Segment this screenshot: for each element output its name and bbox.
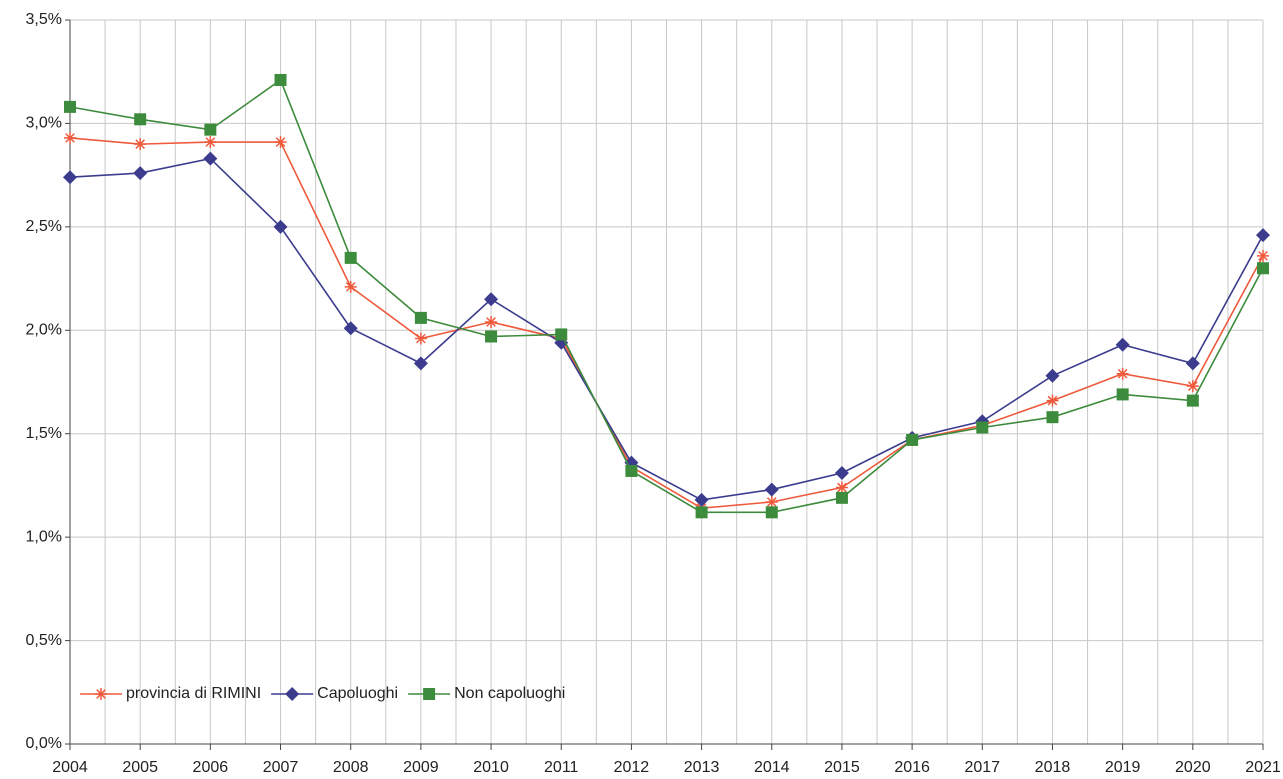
marker (1257, 262, 1269, 275)
marker (1116, 388, 1129, 401)
marker (63, 170, 77, 185)
x-tick-label: 2006 (193, 759, 229, 776)
marker (413, 356, 428, 371)
x-tick-label: 2007 (263, 759, 299, 776)
x-tick-label: 2012 (614, 759, 650, 776)
x-tick-label: 2008 (333, 759, 369, 776)
marker (344, 280, 357, 293)
y-tick-label: 2,0% (26, 322, 62, 339)
marker (1186, 394, 1199, 407)
marker (134, 113, 147, 126)
marker (134, 138, 147, 151)
marker (906, 433, 919, 446)
marker (1115, 337, 1130, 352)
series-line (69, 157, 1264, 501)
x-tick-label: 2021 (1245, 759, 1281, 776)
marker (274, 73, 287, 86)
x-tick-label: 2013 (684, 759, 720, 776)
marker (414, 332, 427, 345)
marker (1045, 368, 1060, 383)
marker (1185, 356, 1200, 371)
marker (765, 506, 778, 519)
y-tick-label: 3,5% (26, 11, 62, 28)
marker (484, 292, 499, 307)
marker (285, 687, 300, 701)
series-line (69, 137, 1264, 510)
series-line (69, 78, 1264, 514)
marker (64, 100, 76, 113)
marker (273, 219, 288, 234)
marker (485, 330, 498, 343)
x-tick-label: 2017 (964, 759, 1000, 776)
marker (1257, 249, 1269, 262)
marker (1256, 228, 1270, 243)
legend-label: Capoluoghi (317, 685, 398, 702)
marker (695, 506, 708, 519)
x-tick-label: 2016 (894, 759, 930, 776)
marker (64, 131, 76, 144)
y-tick-label: 1,5% (26, 425, 62, 442)
marker (765, 495, 778, 508)
legend-label: Non capoluoghi (454, 685, 565, 702)
marker (835, 481, 848, 494)
y-tick-label: 3,0% (26, 115, 62, 132)
marker (204, 123, 217, 136)
marker (1186, 380, 1199, 393)
x-tick-label: 2004 (52, 759, 88, 776)
marker (1046, 394, 1059, 407)
marker (694, 492, 709, 507)
marker (485, 316, 498, 329)
marker (133, 166, 148, 181)
x-tick-label: 2010 (473, 759, 509, 776)
marker (414, 311, 427, 324)
marker (555, 328, 568, 341)
marker (344, 251, 357, 264)
marker (625, 464, 638, 477)
x-tick-label: 2011 (544, 759, 579, 776)
x-tick-label: 2005 (122, 759, 158, 776)
legend-label: provincia di RIMINI (126, 685, 261, 702)
marker (764, 482, 779, 497)
marker (343, 321, 358, 336)
x-tick-label: 2014 (754, 759, 790, 776)
marker (1116, 367, 1129, 380)
marker (1046, 411, 1059, 424)
y-tick-label: 2,5% (26, 218, 62, 235)
marker (976, 421, 989, 434)
x-tick-label: 2018 (1035, 759, 1071, 776)
marker (203, 151, 218, 166)
marker (95, 688, 107, 700)
legend: provincia di RIMINI Capoluoghi Non capoluo… (80, 685, 565, 702)
y-tick-label: 1,0% (26, 528, 62, 545)
marker (274, 136, 287, 149)
y-tick-label: 0,5% (26, 632, 62, 649)
x-tick-label: 2020 (1175, 759, 1211, 776)
marker (423, 688, 436, 700)
x-tick-label: 2015 (824, 759, 860, 776)
y-tick-label: 0,0% (26, 735, 62, 752)
marker (204, 136, 217, 149)
x-tick-label: 2019 (1105, 759, 1141, 776)
marker (834, 466, 849, 481)
marker (835, 491, 848, 504)
x-tick-label: 2009 (403, 759, 439, 776)
